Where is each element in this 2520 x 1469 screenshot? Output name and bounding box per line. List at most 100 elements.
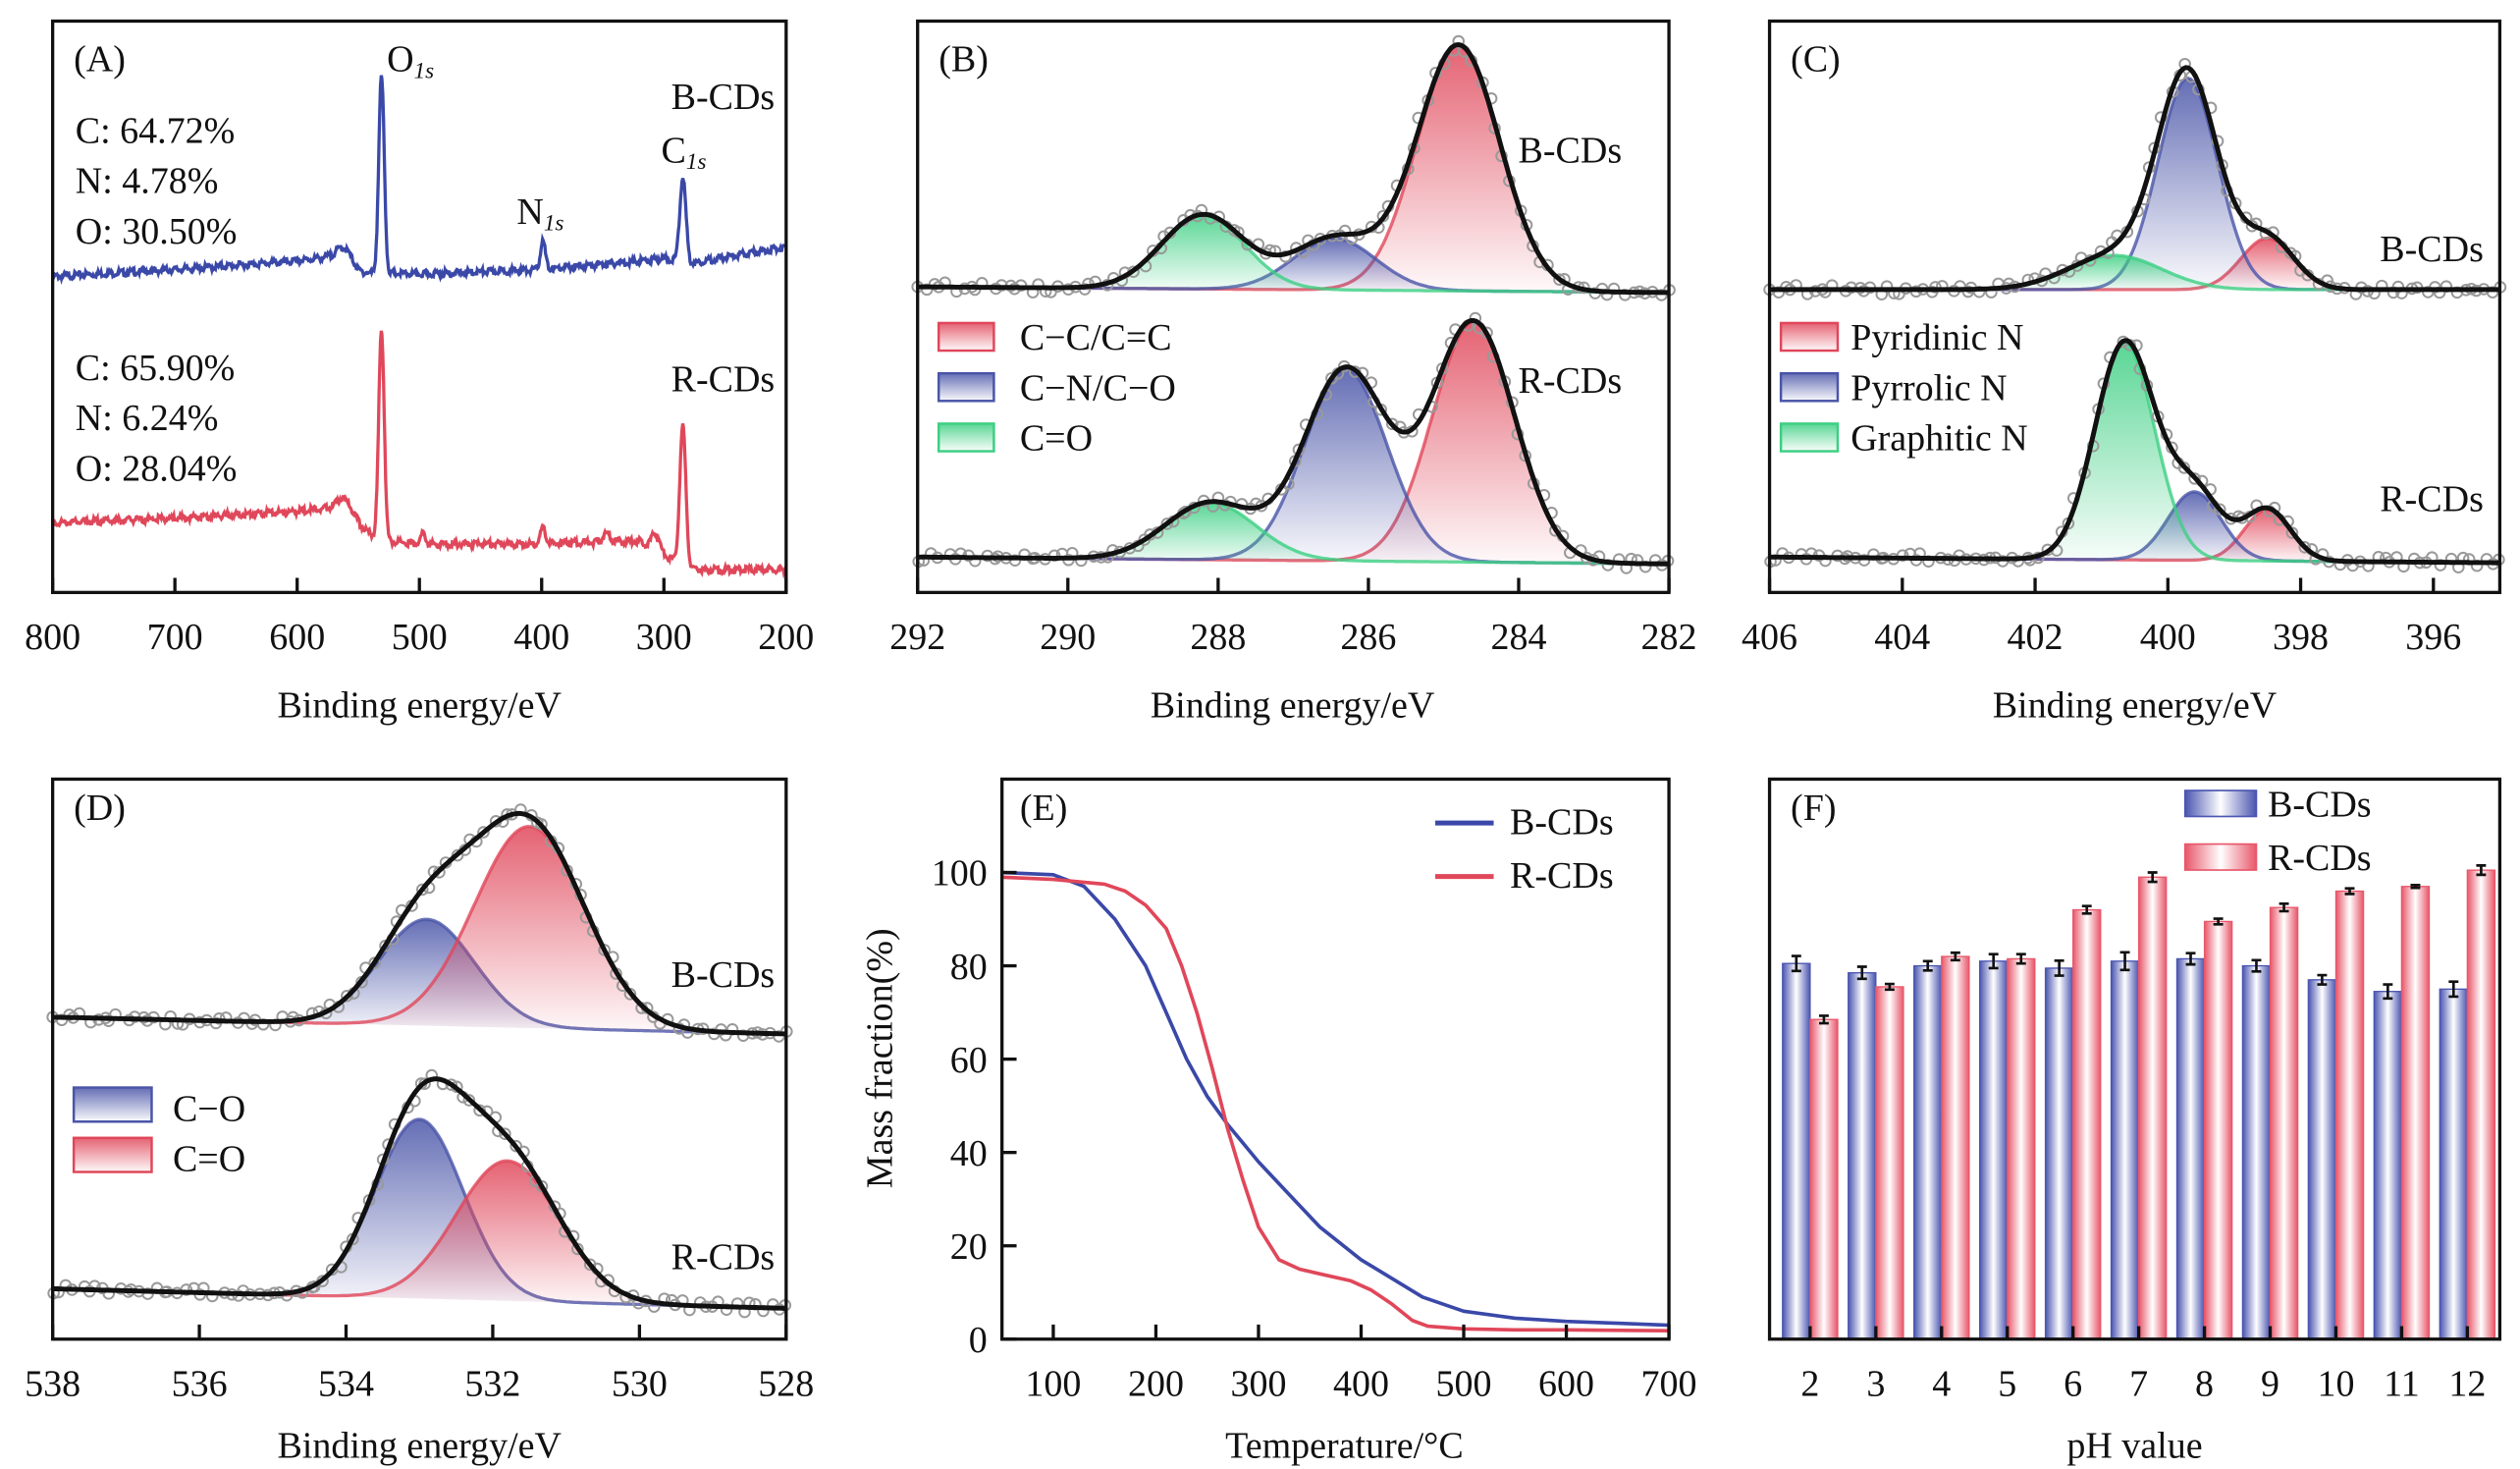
panel-f-xlabel: pH value <box>2066 1425 2202 1466</box>
y-tick-label: 60 <box>950 1040 988 1081</box>
data-point <box>1047 549 1061 563</box>
error-bar <box>1856 965 1867 981</box>
x-tick-label: 800 <box>25 617 80 658</box>
panel-a-plot: 800 700 600 500 400 300 200 <box>25 75 814 658</box>
panel-b-frame <box>916 19 1671 595</box>
legend-label-r-cds: R-CDs <box>2268 838 2372 879</box>
x-tick-label: 11 <box>2384 1364 2420 1405</box>
x-tick-label: 398 <box>2273 617 2329 658</box>
panel-c-label: (C) <box>1791 39 1841 81</box>
error-bar <box>1791 954 1801 973</box>
x-tick-label: 600 <box>1538 1364 1594 1405</box>
bar-r-cds <box>2072 908 2102 1340</box>
panel-a-xlabel: Binding energy/eV <box>277 685 562 727</box>
error-bar <box>1818 1014 1829 1025</box>
x-tick-label: 292 <box>889 617 945 658</box>
y-tick-label: 0 <box>969 1320 988 1361</box>
x-tick-label: 10 <box>2317 1364 2354 1405</box>
bar-r-cds <box>1941 955 1970 1340</box>
panel-e: 100 200 300 400 500 600 700 0 20 40 60 80 100 (E) Ma… <box>859 777 1697 1466</box>
bar-r-cds <box>2007 957 2036 1340</box>
x-tick-label: 290 <box>1040 617 1096 658</box>
error-bar <box>2015 952 2026 965</box>
data-point <box>535 1179 549 1193</box>
error-bar <box>1950 951 1960 962</box>
x-tick-label: 406 <box>1742 617 1797 658</box>
legend-swatch <box>72 1136 153 1173</box>
component-fill-1 <box>917 369 1670 565</box>
legend-label: C−N/C−O <box>1020 367 1176 408</box>
data-point <box>180 1283 193 1296</box>
x-tick-label: 534 <box>318 1364 374 1405</box>
data-point <box>2285 526 2299 539</box>
bar-r-cds <box>2137 876 2168 1340</box>
error-bar <box>2476 864 2487 877</box>
composition-r-c: C: 65.90% <box>76 348 236 389</box>
composition-b-n: N: 4.78% <box>76 161 219 202</box>
component-fill-0 <box>52 1118 786 1309</box>
x-tick-label: 532 <box>464 1364 520 1405</box>
panel-e-label: (E) <box>1020 788 1068 829</box>
x-tick-label: 300 <box>636 617 692 658</box>
legend-label: C=O <box>173 1139 245 1180</box>
legend-label: Pyridinic N <box>1850 317 2023 358</box>
x-tick-label: 402 <box>2008 617 2064 658</box>
x-tick-label: 700 <box>147 617 203 658</box>
legend-label-r-cds: R-CDs <box>1510 855 1614 897</box>
bar-r-cds <box>2400 886 2431 1340</box>
composition-b-o: O: 30.50% <box>76 211 238 252</box>
x-tick-label: 200 <box>1128 1364 1184 1405</box>
bar-b-cds <box>2307 979 2337 1340</box>
panel-e-xlabel: Temperature/°C <box>1225 1425 1464 1466</box>
error-bar <box>2279 902 2289 913</box>
x-tick-label: 286 <box>1340 617 1396 658</box>
component-fill-0 <box>917 322 1670 565</box>
series-label-b-cds: B-CDs <box>2380 229 2484 270</box>
x-tick-label: 400 <box>2140 617 2196 658</box>
x-tick-label: 538 <box>25 1364 80 1405</box>
panel-d-frame <box>50 777 788 1341</box>
series-label-b-cds: B-CDs <box>671 954 776 996</box>
error-bar <box>1988 952 1999 970</box>
legend-swatch <box>1779 371 1840 403</box>
component-fill-2 <box>1769 255 2500 290</box>
bar-b-cds <box>1913 964 1943 1340</box>
component-fill-0 <box>917 45 1670 293</box>
x-tick-label: 396 <box>2405 617 2461 658</box>
bar-b-cds <box>2175 957 2206 1340</box>
error-bar <box>2410 884 2421 890</box>
data-point <box>341 989 353 1003</box>
legend-swatch <box>1779 321 1840 353</box>
x-tick-label: 404 <box>1874 617 1930 658</box>
composition-r-o: O: 28.04% <box>76 448 238 489</box>
x-tick-label: 6 <box>2064 1364 2082 1405</box>
data-point <box>477 826 490 839</box>
y-tick-label: 20 <box>950 1226 988 1268</box>
panel-c-plot: 406 404 402 400 398 396 <box>1742 57 2507 658</box>
data-point <box>2188 472 2201 485</box>
series-label-r-cds: R-CDs <box>671 358 776 400</box>
error-bar <box>1884 982 1895 992</box>
fit-envelope-b-cds <box>917 41 1670 296</box>
component-fill-1 <box>52 826 786 1034</box>
x-tick-label: 9 <box>2261 1364 2279 1405</box>
fit-envelope-b-cds <box>52 810 786 1037</box>
bar-r-cds <box>2466 869 2496 1340</box>
data-point <box>1896 549 1909 562</box>
tga-curve-b-cds <box>1001 870 1670 1328</box>
component-fill-2 <box>1769 342 2500 564</box>
data-point <box>2177 462 2191 474</box>
data-point <box>462 1094 476 1107</box>
x-tick-label: 200 <box>758 617 814 658</box>
error-bar <box>2317 973 2328 986</box>
x-tick-label: 2 <box>1800 1364 1819 1405</box>
error-bar <box>2383 983 2393 1001</box>
bar-b-cds <box>2439 988 2469 1340</box>
panel-c-xlabel: Binding energy/eV <box>1993 685 2278 727</box>
data-point <box>1818 286 1832 299</box>
y-tick-label: 40 <box>950 1133 988 1174</box>
y-tick-label: 80 <box>950 947 988 988</box>
data-point <box>1160 517 1174 530</box>
legend-label: Graphitic N <box>1850 418 2027 460</box>
x-tick-label: 5 <box>1998 1364 2016 1405</box>
